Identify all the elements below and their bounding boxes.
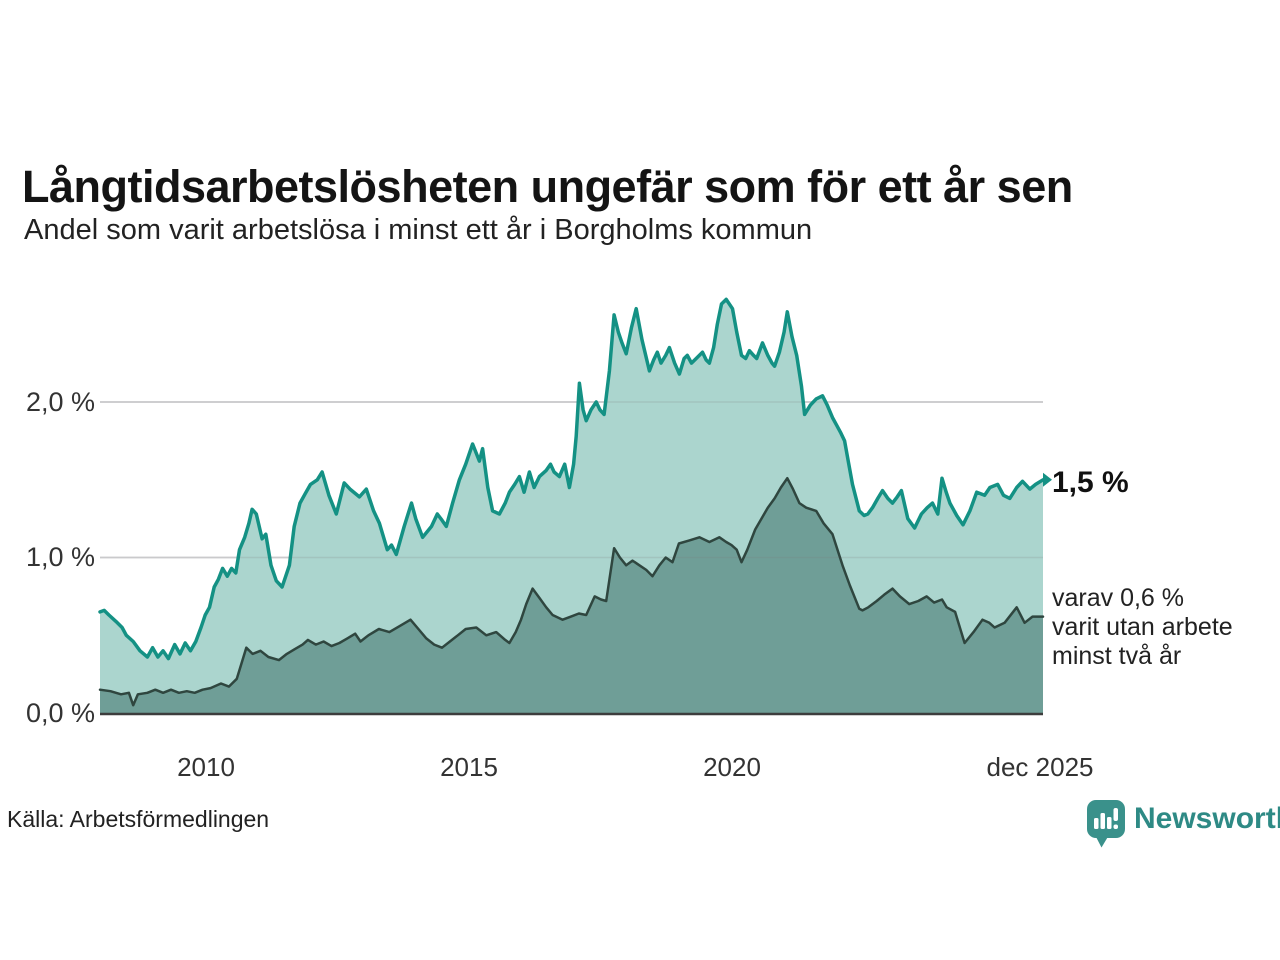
- secondary-series-annotation: varav 0,6 % varit utan arbete minst två …: [1052, 584, 1233, 670]
- logo-bar-icon: [1094, 818, 1099, 829]
- series-line-1: [98, 476, 1045, 707]
- logo-exclamation-dot-icon: [1113, 824, 1118, 829]
- series-end-marker: [1043, 472, 1052, 487]
- series-end-value-label: 1,5 %: [1052, 466, 1129, 499]
- x-axis-tick-dec-2025: dec 2025: [986, 752, 1094, 782]
- newsworthy-logo-icon: [1087, 800, 1125, 848]
- logo-exclamation-icon: [1113, 808, 1118, 821]
- newsworthy-logo-text: Newsworthy: [1134, 802, 1280, 835]
- source-attribution: Källa: Arbetsförmedlingen: [7, 806, 270, 832]
- x-axis-tick-2015: 2015: [440, 752, 498, 782]
- series-line-0: [98, 297, 1045, 661]
- chart-subtitle: Andel som varit arbetslösa i minst ett å…: [24, 214, 813, 246]
- logo-bar-icon: [1107, 817, 1112, 829]
- x-axis-tick-2010: 2010: [177, 752, 235, 782]
- page-title: Långtidsarbetslösheten ungefär som för e…: [22, 161, 1073, 213]
- logo-bar-icon: [1100, 813, 1105, 829]
- y-axis-tick-2: 2,0 %: [25, 387, 95, 417]
- area-fill-series-1: [100, 478, 1043, 713]
- newsworthy-logo: Newsworthy: [1086, 799, 1280, 849]
- y-axis-tick-1: 1,0 %: [25, 542, 95, 572]
- x-axis-tick-2020: 2020: [703, 752, 761, 782]
- y-axis-tick-0: 0,0 %: [25, 698, 95, 728]
